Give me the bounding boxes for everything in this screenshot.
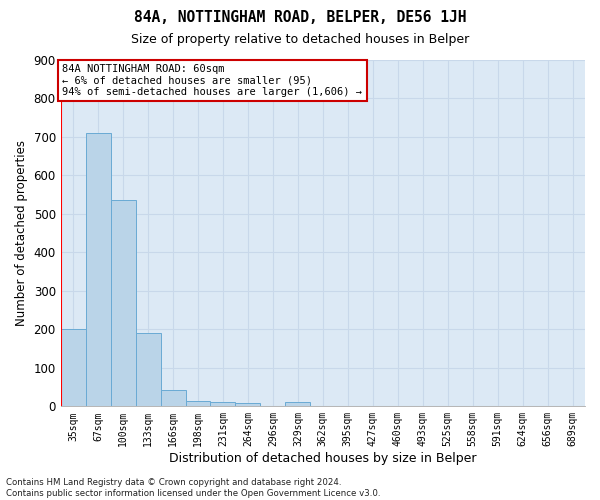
Bar [286, 402, 310, 406]
Text: Size of property relative to detached houses in Belper: Size of property relative to detached ho… [131, 32, 469, 46]
Bar [235, 404, 260, 406]
Y-axis label: Number of detached properties: Number of detached properties [15, 140, 28, 326]
Bar [110, 200, 136, 406]
Text: 84A NOTTINGHAM ROAD: 60sqm
← 6% of detached houses are smaller (95)
94% of semi-: 84A NOTTINGHAM ROAD: 60sqm ← 6% of detac… [62, 64, 362, 97]
Bar [185, 400, 211, 406]
Bar [61, 330, 86, 406]
Text: 84A, NOTTINGHAM ROAD, BELPER, DE56 1JH: 84A, NOTTINGHAM ROAD, BELPER, DE56 1JH [134, 10, 466, 25]
Bar [86, 133, 110, 406]
Bar [211, 402, 235, 406]
Bar [136, 333, 161, 406]
X-axis label: Distribution of detached houses by size in Belper: Distribution of detached houses by size … [169, 452, 476, 465]
Bar [161, 390, 185, 406]
Text: Contains HM Land Registry data © Crown copyright and database right 2024.
Contai: Contains HM Land Registry data © Crown c… [6, 478, 380, 498]
